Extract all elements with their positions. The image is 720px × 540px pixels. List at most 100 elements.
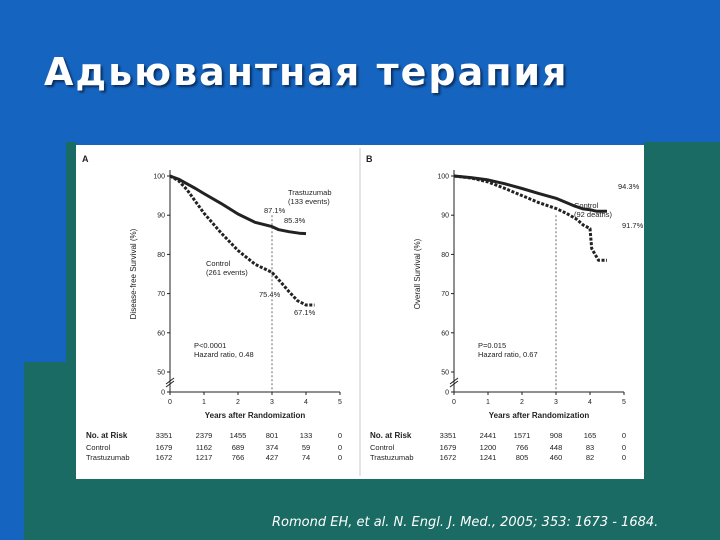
panel-b-risk-table-value: 1679 bbox=[440, 443, 457, 452]
panel-a-x-axis-title: Years after Randomization bbox=[205, 411, 306, 420]
panel-a-series-control-line bbox=[169, 174, 315, 307]
panel-b-risk-table-value: 0 bbox=[622, 431, 626, 440]
panel-a-risk-table-row-label: Trastuzumab bbox=[86, 453, 130, 462]
panel-b-risk-table-row-label: Trastuzumab bbox=[370, 453, 414, 462]
panel-a-label: A bbox=[82, 154, 89, 164]
panel-a-risk-table-header: No. at Risk bbox=[86, 431, 128, 440]
panel-a-y-tick-label: 70 bbox=[157, 291, 165, 298]
panel-a-y-tick-label: 80 bbox=[157, 252, 165, 259]
panel-a-series-trastuzumab-label: Trastuzumab bbox=[288, 188, 332, 197]
panel-b-risk-table-value: 1200 bbox=[480, 443, 497, 452]
panel-a-risk-table-value: 1217 bbox=[196, 453, 213, 462]
panel-a-stats-text: P<0.0001 bbox=[194, 341, 226, 350]
panel-b-risk-table-value: 83 bbox=[586, 443, 594, 452]
panel-a-x-tick-label: 0 bbox=[168, 399, 172, 406]
panel-b-x-tick-label: 0 bbox=[452, 399, 456, 406]
panel-b-risk-table-value: 1241 bbox=[480, 453, 497, 462]
panel-a-axis-break-mark bbox=[165, 377, 175, 385]
panel-a-risk-table-value: 59 bbox=[302, 443, 310, 452]
panel-a-risk-table-value: 1455 bbox=[230, 431, 247, 440]
panel-a-x-tick-label: 1 bbox=[202, 399, 206, 406]
survival-figure: A 0 50 60 70 80 90 100 0 1 2 3 4 5 Years after Randomi… bbox=[76, 145, 644, 479]
panel-a-risk-table-value: 0 bbox=[338, 443, 342, 452]
panel-a-risk-table-value: 1162 bbox=[196, 443, 212, 452]
panel-a-risk-table-value: 0 bbox=[338, 431, 342, 440]
panel-a-series-trastuzumab-label: (133 events) bbox=[288, 197, 330, 206]
panel-b-x-tick-label: 5 bbox=[622, 399, 626, 406]
panel-a-risk-table-value: 0 bbox=[338, 453, 342, 462]
panel-b-label: B bbox=[366, 154, 373, 164]
panel-b-risk-table-value: 0 bbox=[622, 443, 626, 452]
panel-b-y-tick-label: 50 bbox=[441, 370, 449, 377]
panel-b-risk-table-value: 1672 bbox=[440, 453, 457, 462]
panel-a-annotation: 85.3% bbox=[284, 216, 306, 225]
panel-a-risk-table-value: 3351 bbox=[156, 431, 173, 440]
panel-b-risk-table-value: 0 bbox=[622, 453, 626, 462]
panel-a-y-tick-label: 90 bbox=[157, 213, 165, 220]
panel-a-risk-table-row-label: Control bbox=[86, 443, 111, 452]
panel-b-risk-table-value: 82 bbox=[586, 453, 594, 462]
panel-b-risk-table-header: No. at Risk bbox=[370, 431, 412, 440]
citation: Romond EH, et al. N. Engl. J. Med., 2005… bbox=[272, 515, 659, 530]
slide-title: Адьювантная терапия bbox=[44, 50, 569, 94]
panel-a-risk-table-value: 766 bbox=[232, 453, 245, 462]
panel-b-annotation: 91.7% bbox=[622, 221, 644, 230]
panel-a-risk-table-value: 1672 bbox=[156, 453, 173, 462]
panel-a-y-tick-label: 0 bbox=[161, 390, 165, 397]
panel-a-risk-table-value: 133 bbox=[300, 431, 313, 440]
panel-a-annotation: 87.1% bbox=[264, 206, 286, 215]
panel-b-y-tick-label: 0 bbox=[445, 390, 449, 397]
panel-b-risk-table-row-label: Control bbox=[370, 443, 395, 452]
panel-a-series-control-label: Control bbox=[206, 259, 231, 268]
panel-b-risk-table-value: 165 bbox=[584, 431, 597, 440]
panel-b-risk-table-value: 2441 bbox=[480, 431, 497, 440]
panel-a-y-axis-title: Disease-free Survival (%) bbox=[129, 228, 138, 319]
panel-b-annotation: 94.3% bbox=[618, 182, 640, 191]
panel-b-series-control-label: Control bbox=[574, 201, 599, 210]
panel-b-series-trastuzumab-line bbox=[453, 174, 607, 213]
panel-a-series-control-label: (261 events) bbox=[206, 268, 248, 277]
panel-b-y-tick-label: 90 bbox=[441, 213, 449, 220]
panel-a-risk-table-value: 2379 bbox=[196, 431, 213, 440]
panel-a-x-tick-label: 3 bbox=[270, 399, 274, 406]
left-edge-band bbox=[0, 0, 20, 540]
panel-a-annotation: 67.1% bbox=[294, 308, 316, 317]
panel-a-stats-text: Hazard ratio, 0.48 bbox=[194, 350, 254, 359]
panel-a-x-tick-label: 5 bbox=[338, 399, 342, 406]
panel-a-x-tick-label: 4 bbox=[304, 399, 308, 406]
panel-a-annotation: 75.4% bbox=[259, 290, 281, 299]
panel-b-y-tick-label: 60 bbox=[441, 330, 449, 337]
panel-a-series-trastuzumab-line bbox=[169, 174, 307, 236]
panel-a-risk-table-value: 427 bbox=[266, 453, 279, 462]
panel-b-risk-table-value: 1571 bbox=[514, 431, 531, 440]
panel-b-risk-table-value: 3351 bbox=[440, 431, 457, 440]
panel-b-risk-table-value: 908 bbox=[550, 431, 563, 440]
panel-b-stats-text: Hazard ratio, 0.67 bbox=[478, 350, 538, 359]
panel-b-stats-text: P=0.015 bbox=[478, 341, 506, 350]
panel-b-axis-break-mark bbox=[449, 377, 459, 385]
panel-b-x-tick-label: 2 bbox=[520, 399, 524, 406]
panel-b-y-tick-label: 100 bbox=[437, 174, 449, 181]
panel-b-axis-break-mark bbox=[449, 380, 459, 388]
panel-a-risk-table-value: 1679 bbox=[156, 443, 173, 452]
left-decor-strip bbox=[66, 142, 76, 540]
panel-a-y-tick-label: 100 bbox=[153, 174, 165, 181]
panel-b-y-tick-label: 80 bbox=[441, 252, 449, 259]
panel-b-series-control-label: (92 deaths) bbox=[574, 210, 612, 219]
panel-a-axis-break-mark bbox=[165, 380, 175, 388]
panel-b-risk-table-value: 766 bbox=[516, 443, 529, 452]
panel-a-y-tick-label: 50 bbox=[157, 370, 165, 377]
panel-b-risk-table-value: 448 bbox=[550, 443, 563, 452]
panel-b-y-axis-title: Overall Survival (%) bbox=[413, 238, 422, 309]
panel-a-risk-table-value: 374 bbox=[266, 443, 279, 452]
panel-b-risk-table-value: 805 bbox=[516, 453, 529, 462]
panel-b-x-tick-label: 1 bbox=[486, 399, 490, 406]
panel-a-risk-table-value: 689 bbox=[232, 443, 245, 452]
panel-b-x-tick-label: 4 bbox=[588, 399, 592, 406]
panel-b-series-control-line bbox=[453, 174, 607, 262]
panel-a-risk-table-value: 74 bbox=[302, 453, 310, 462]
panel-b-x-tick-label: 3 bbox=[554, 399, 558, 406]
panel-b-x-axis-title: Years after Randomization bbox=[489, 411, 590, 420]
right-decor-strip bbox=[644, 142, 720, 540]
